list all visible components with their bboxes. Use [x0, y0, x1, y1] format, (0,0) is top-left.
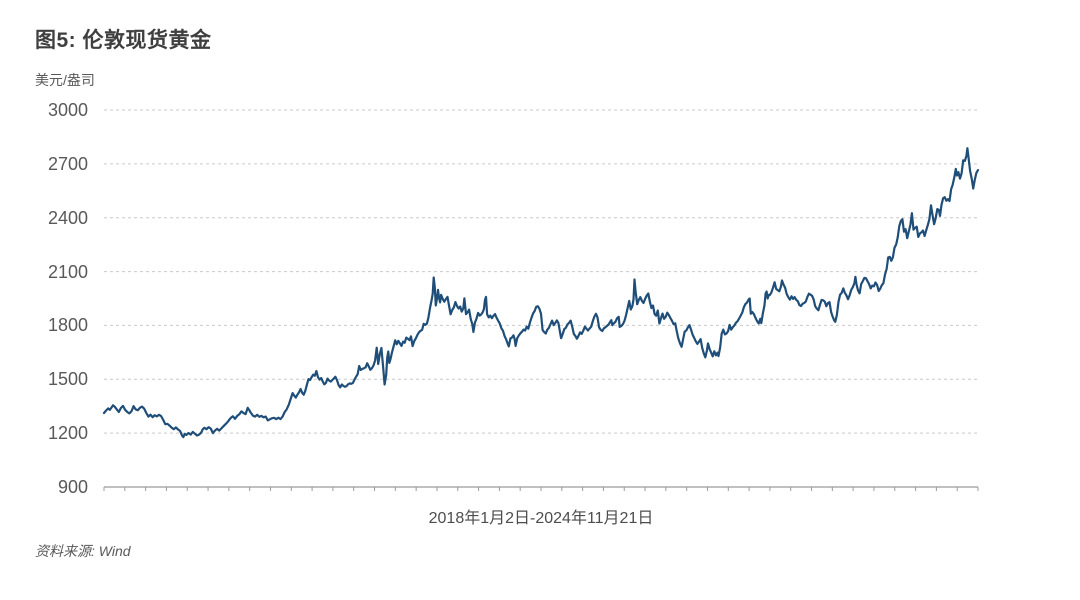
y-axis-tick-label-2100: 2100 — [47, 261, 88, 282]
chart-title: 图5: 伦敦现货黄金 — [35, 29, 212, 52]
y-axis-tick-label-1500: 1500 — [47, 369, 88, 390]
y-axis-tick-label-900: 900 — [57, 477, 88, 497]
x-axis-date-range-label: 2018年1月2日-2024年11月21日 — [428, 510, 654, 527]
y-axis-unit-label: 美元/盎司 — [35, 72, 95, 88]
y-axis-tick-label-2700: 2700 — [47, 153, 88, 174]
y-axis-tick-label-3000: 3000 — [47, 100, 88, 120]
data-source-note: 资料来源: Wind — [35, 543, 131, 559]
y-axis-tick-label-1200: 1200 — [47, 423, 88, 444]
y-axis-tick-label-2400: 2400 — [47, 207, 88, 228]
y-axis-tick-label-1800: 1800 — [47, 315, 88, 336]
gold-price-series-line — [102, 147, 980, 439]
